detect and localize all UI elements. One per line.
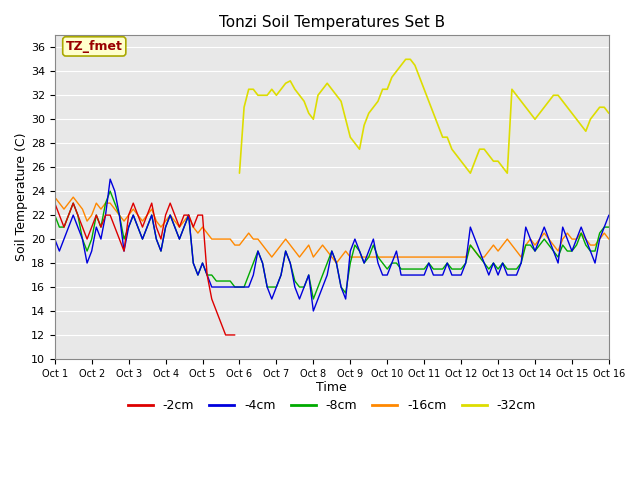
Legend: -2cm, -4cm, -8cm, -16cm, -32cm: -2cm, -4cm, -8cm, -16cm, -32cm	[123, 395, 541, 418]
Text: TZ_fmet: TZ_fmet	[66, 40, 123, 53]
Y-axis label: Soil Temperature (C): Soil Temperature (C)	[15, 133, 28, 262]
Title: Tonzi Soil Temperatures Set B: Tonzi Soil Temperatures Set B	[219, 15, 445, 30]
X-axis label: Time: Time	[316, 382, 347, 395]
